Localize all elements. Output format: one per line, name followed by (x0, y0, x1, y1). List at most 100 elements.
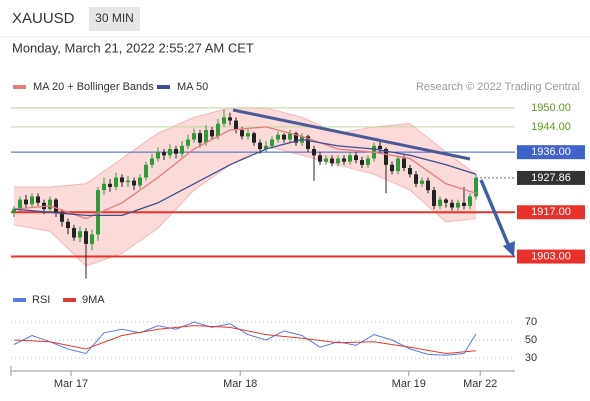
candle-body (96, 190, 100, 235)
candle-body (234, 120, 238, 131)
candle-body (246, 133, 250, 137)
price-level-label: 1927.86 (531, 172, 571, 184)
price-level-label: 1950.00 (531, 102, 571, 114)
candle-body (402, 158, 406, 168)
timeframe-badge[interactable] (89, 7, 140, 31)
candle-body (282, 134, 286, 140)
candle-body (456, 202, 460, 208)
candle-body (414, 174, 418, 184)
price-level-box (517, 170, 585, 185)
candle-body (114, 177, 118, 187)
candle-body (150, 158, 154, 165)
candle-body (306, 136, 310, 150)
candle-body (18, 199, 22, 210)
candle-body (24, 199, 28, 205)
candle-body (54, 199, 58, 213)
trend-line (232, 108, 471, 161)
candle-body (126, 180, 130, 183)
candle-body (84, 231, 88, 244)
candle-body (252, 133, 256, 143)
candle-body (66, 221, 70, 229)
candle-body (384, 149, 388, 165)
candle-body (192, 133, 196, 140)
candle-body (222, 117, 226, 124)
candle-body (360, 160, 364, 165)
x-tick-label: Mar 19 (392, 378, 426, 390)
credit: Research © 2022 Trading Central (416, 81, 580, 93)
candle-body (426, 180, 430, 191)
candle-body (276, 134, 280, 140)
candle-body (438, 199, 442, 206)
candle-body (204, 130, 208, 143)
forecast-arrow-head (503, 241, 515, 257)
legend-label: RSI (32, 294, 50, 306)
candle-body (354, 155, 358, 161)
candle-body (294, 133, 298, 143)
price-level-label: 1944.00 (531, 121, 571, 133)
candle-body (468, 196, 472, 206)
candle-body (36, 196, 40, 203)
candle-body (378, 145, 382, 150)
price-level-box (517, 145, 585, 160)
candle-body (330, 158, 334, 164)
candle-body (210, 130, 214, 137)
candle-body (132, 180, 136, 186)
price-level-box (517, 249, 585, 264)
candle-body (318, 155, 322, 162)
candle-body (450, 202, 454, 208)
candle-body (120, 177, 124, 183)
candle-body (102, 183, 106, 191)
timeframe[interactable]: 30 MIN (95, 11, 134, 25)
candle-body (444, 199, 448, 203)
candle-body (162, 152, 166, 156)
candle-body (312, 149, 316, 156)
candle-body (30, 196, 34, 205)
forecast-arrow (479, 179, 510, 245)
candle-body (228, 117, 232, 121)
candle-body (396, 158, 400, 172)
y-tick-label: 50 (525, 334, 537, 346)
candle-body (174, 149, 178, 154)
candle-body (180, 145, 184, 154)
candle-body (186, 139, 190, 146)
price-level-label: 1936.00 (531, 146, 571, 158)
candle-body (90, 234, 94, 244)
candle-body (60, 212, 64, 222)
candle-body (12, 209, 16, 213)
charts: MA 20 + Bollinger Bands MA 50 1950.00 1944.… (10, 81, 585, 390)
legend-label: 9MA (82, 294, 105, 306)
candle-body (108, 183, 112, 187)
candle-body (342, 158, 346, 162)
candle-body (48, 199, 52, 210)
candle-body (288, 133, 292, 140)
candle-body (168, 149, 172, 156)
candle-body (336, 158, 340, 164)
candle-body (348, 155, 352, 162)
y-tick-label: 70 (525, 316, 537, 328)
candle-body (432, 190, 436, 206)
candle-body (474, 177, 478, 197)
candle-body (462, 202, 466, 206)
candle-body (324, 158, 328, 162)
price-level-box (517, 205, 585, 220)
candle-body (72, 228, 76, 238)
symbol: XAUUSD (12, 10, 75, 27)
legend-swatch (13, 85, 26, 89)
bollinger-lower (13, 145, 477, 267)
x-tick-label: Mar 17 (54, 378, 88, 390)
x-tick-label: Mar 22 (463, 378, 497, 390)
candle-body (156, 152, 160, 159)
candle-body (198, 133, 202, 143)
series-line (13, 138, 477, 217)
candle-body (270, 139, 274, 146)
legend-label: MA 20 + Bollinger Bands (33, 81, 154, 93)
x-tick-label: Mar 18 (223, 378, 257, 390)
candle-body (138, 177, 142, 186)
candle-body (240, 130, 244, 137)
legend-swatch (13, 298, 26, 302)
candle-body (144, 164, 148, 178)
legend-swatch (157, 85, 170, 89)
candle-body (78, 231, 82, 238)
candle-body (216, 123, 220, 137)
